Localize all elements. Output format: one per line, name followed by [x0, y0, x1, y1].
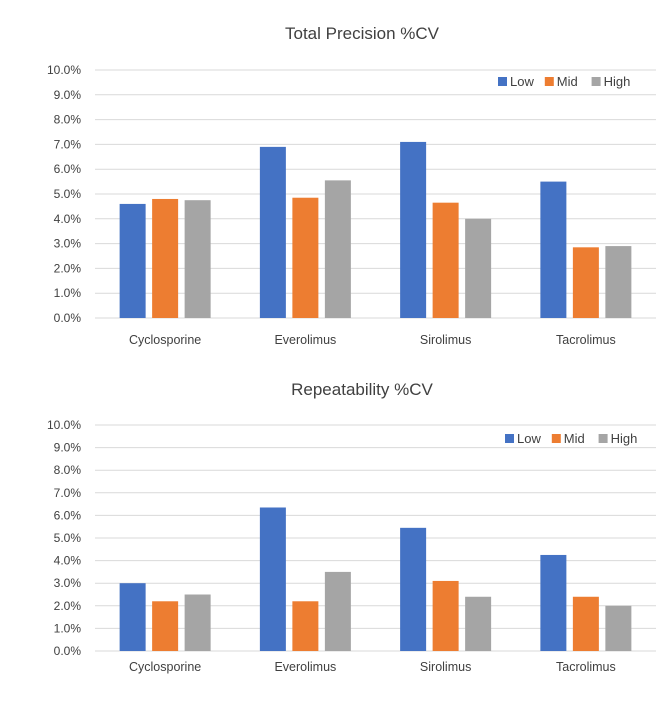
repeatability-chart: Repeatability %CV 0.0% 1.0% 2.0% 3.0% 4.0% 5.… — [0, 360, 659, 702]
chart-title: Repeatability %CV — [291, 380, 433, 399]
x-category-label: Everolimus — [274, 660, 336, 674]
x-category-label: Everolimus — [274, 333, 336, 347]
y-tick-label: 3.0% — [54, 237, 82, 251]
bar-mid-sirolimus — [432, 202, 459, 318]
x-category-label: Cyclosporine — [129, 333, 201, 347]
y-tick-label: 0.0% — [54, 311, 82, 325]
legend-label-high: High — [611, 431, 638, 446]
bar-mid-everolimus — [292, 197, 319, 318]
bar-high-everolimus — [324, 180, 351, 318]
bar-low-tacrolimus — [540, 554, 567, 651]
legend-swatch-high — [598, 434, 608, 443]
y-tick-label: 1.0% — [54, 286, 82, 300]
y-tick-label: 10.0% — [47, 418, 81, 432]
y-tick-label: 4.0% — [54, 554, 82, 568]
y-tick-label: 10.0% — [47, 63, 81, 77]
bars — [119, 507, 632, 651]
gridlines — [95, 424, 656, 652]
legend-label-low: Low — [517, 431, 541, 446]
legend-swatch-low — [498, 77, 507, 86]
gridlines — [95, 69, 656, 319]
y-tick-label: 9.0% — [54, 88, 82, 102]
legend-swatch-mid — [551, 434, 561, 443]
bar-high-sirolimus — [465, 218, 492, 318]
legend-swatch-low — [505, 434, 514, 443]
bar-low-tacrolimus — [540, 181, 567, 318]
bars — [119, 141, 632, 318]
bar-mid-tacrolimus — [572, 596, 599, 651]
y-tick-label: 5.0% — [54, 187, 82, 201]
bar-high-cyclosporine — [184, 200, 211, 318]
bar-low-everolimus — [259, 146, 286, 318]
bar-mid-sirolimus — [432, 580, 459, 651]
y-axis-ticks: 0.0% 1.0% 2.0% 3.0% 4.0% 5.0% 6.0% 7.0% 8.0% 9.0%… — [47, 418, 81, 658]
x-category-label: Tacrolimus — [556, 333, 616, 347]
y-tick-label: 6.0% — [54, 162, 82, 176]
legend: Low Mid High — [498, 74, 630, 89]
bar-high-tacrolimus — [605, 605, 632, 651]
bar-mid-everolimus — [292, 601, 319, 651]
y-tick-label: 7.0% — [54, 486, 82, 500]
y-tick-label: 2.0% — [54, 599, 82, 613]
bar-mid-cyclosporine — [152, 601, 179, 651]
x-category-label: Cyclosporine — [129, 660, 201, 674]
chart-title: Total Precision %CV — [285, 24, 440, 43]
legend-label-mid: Mid — [564, 431, 585, 446]
legend-label-mid: Mid — [557, 74, 578, 89]
bar-high-everolimus — [324, 571, 351, 651]
total-precision-chart-svg: Total Precision %CV 0.0% 1.0% 2.0% 3.0% 4.0%… — [47, 24, 656, 347]
bar-mid-tacrolimus — [572, 247, 599, 318]
y-tick-label: 8.0% — [54, 463, 82, 477]
x-category-label: Sirolimus — [420, 660, 471, 674]
bar-high-sirolimus — [465, 596, 492, 651]
bar-low-cyclosporine — [119, 583, 146, 651]
y-tick-label: 4.0% — [54, 212, 82, 226]
legend-label-low: Low — [510, 74, 534, 89]
legend: Low Mid High — [505, 431, 637, 446]
y-tick-label: 2.0% — [54, 261, 82, 275]
bar-low-everolimus — [259, 507, 286, 651]
bar-high-tacrolimus — [605, 246, 632, 318]
y-tick-label: 6.0% — [54, 508, 82, 522]
total-precision-chart: Total Precision %CV 0.0% 1.0% 2.0% 3.0% 4.0%… — [47, 24, 656, 347]
bar-low-sirolimus — [400, 527, 427, 651]
y-tick-label: 3.0% — [54, 576, 82, 590]
x-category-label: Sirolimus — [420, 333, 471, 347]
bar-low-cyclosporine — [119, 203, 146, 318]
legend-swatch-high — [591, 77, 601, 86]
repeatability-chart-svg: Repeatability %CV 0.0% 1.0% 2.0% 3.0% 4.0% 5.… — [47, 380, 656, 674]
y-tick-label: 5.0% — [54, 531, 82, 545]
legend-label-high: High — [604, 74, 631, 89]
bar-low-sirolimus — [400, 141, 427, 318]
bar-mid-cyclosporine — [152, 198, 179, 318]
y-tick-label: 7.0% — [54, 137, 82, 151]
x-category-label: Tacrolimus — [556, 660, 616, 674]
y-tick-label: 1.0% — [54, 621, 82, 635]
legend-swatch-mid — [544, 77, 554, 86]
y-tick-label: 0.0% — [54, 644, 82, 658]
y-tick-label: 9.0% — [54, 441, 82, 455]
bar-high-cyclosporine — [184, 594, 211, 651]
y-axis-ticks: 0.0% 1.0% 2.0% 3.0% 4.0% 5.0% 6.0% 7.0% 8.0% 9.0%… — [47, 63, 81, 325]
y-tick-label: 8.0% — [54, 113, 82, 127]
